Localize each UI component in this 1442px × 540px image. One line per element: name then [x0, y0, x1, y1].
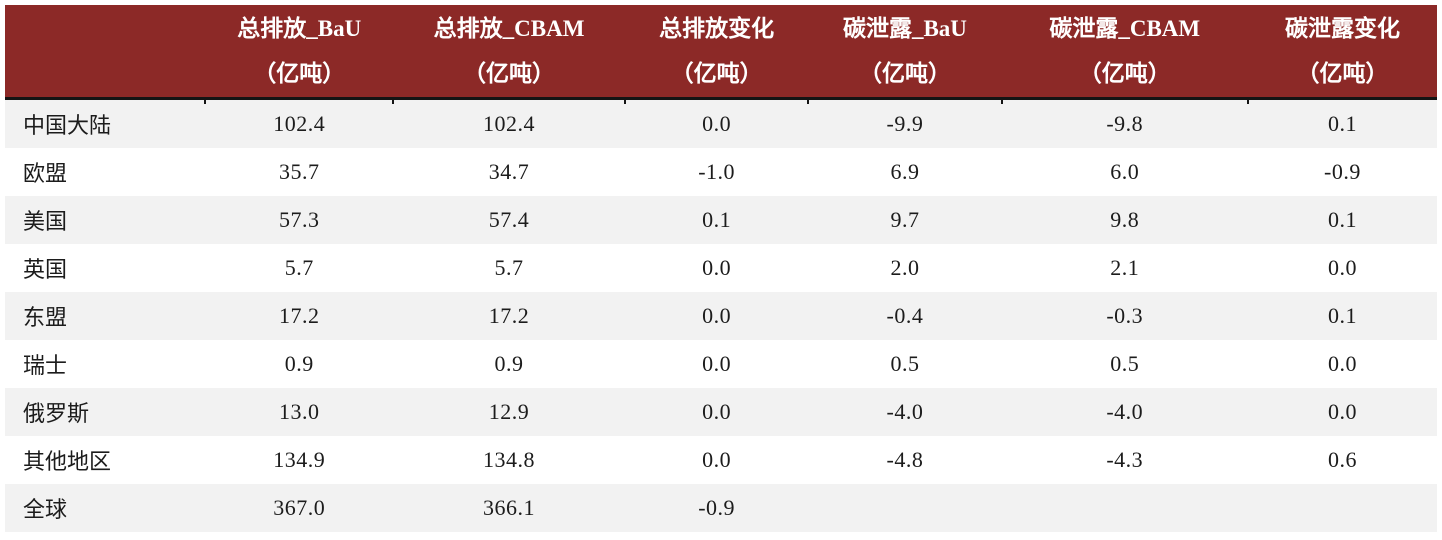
value-cell: 57.4: [488, 207, 530, 232]
value-cell: -4.0: [1106, 399, 1144, 424]
value-cell: -4.8: [886, 447, 924, 472]
header-line1: 总排放_CBAM: [433, 16, 585, 41]
region-cell: 美国: [23, 209, 68, 234]
region-cell: 英国: [23, 257, 68, 282]
region-cell: 东盟: [23, 305, 68, 330]
value-cell: 0.5: [890, 351, 920, 376]
region-cell: 瑞士: [23, 353, 68, 378]
header-line2: （亿吨）: [858, 61, 951, 86]
header-line1: 碳泄露_CBAM: [1049, 16, 1201, 41]
value-cell: 0.1: [1327, 111, 1357, 136]
value-cell: 5.7: [284, 255, 314, 280]
value-cell: -1.0: [698, 159, 736, 184]
value-cell: 0.0: [702, 447, 732, 472]
region-cell: 其他地区: [23, 449, 112, 474]
value-cell: 0.9: [494, 351, 524, 376]
value-cell: 9.7: [890, 207, 920, 232]
value-cell: 0.0: [702, 351, 732, 376]
value-cell: 2.1: [1110, 255, 1140, 280]
value-cell: 134.8: [483, 447, 536, 472]
value-cell: 12.9: [488, 399, 530, 424]
header-row: 总排放_BaU （亿吨） 总排放_CBAM （亿吨） 总排放变化 （亿吨） 碳泄…: [5, 5, 1437, 104]
value-cell: 0.5: [1110, 351, 1140, 376]
header-line2: （亿吨）: [1296, 61, 1389, 86]
value-cell: -9.8: [1106, 111, 1144, 136]
table-row: 瑞士 0.9 0.9 0.0 0.5 0.5 0.0: [5, 340, 1437, 388]
value-cell: 0.1: [1327, 303, 1357, 328]
header-line1: 总排放变化: [659, 16, 775, 41]
value-cell: 0.0: [702, 111, 732, 136]
value-cell: 0.0: [1327, 399, 1357, 424]
value-cell: 134.9: [273, 447, 326, 472]
value-cell: 6.0: [1110, 159, 1140, 184]
value-cell: 0.0: [702, 399, 732, 424]
table-row: 全球 367.0 366.1 -0.9: [5, 484, 1437, 532]
header-cell-emissions-change: 总排放变化 （亿吨）: [624, 5, 809, 104]
value-cell: 17.2: [488, 303, 530, 328]
value-cell: 0.0: [1327, 255, 1357, 280]
value-cell: 57.3: [279, 207, 320, 232]
table-row: 英国 5.7 5.7 0.0 2.0 2.1 0.0: [5, 244, 1437, 292]
value-cell: [808, 484, 1001, 532]
value-cell: -9.9: [886, 111, 924, 136]
value-cell: 0.6: [1327, 447, 1357, 472]
header-cell-emissions-cbam: 总排放_CBAM （亿吨）: [392, 5, 626, 104]
table-header: 总排放_BaU （亿吨） 总排放_CBAM （亿吨） 总排放变化 （亿吨） 碳泄…: [5, 5, 1437, 104]
header-line1: 碳泄露变化: [1284, 16, 1400, 41]
value-cell: 0.0: [702, 255, 732, 280]
table-row: 俄罗斯 13.0 12.9 0.0 -4.0 -4.0 0.0: [5, 388, 1437, 436]
value-cell: 34.7: [488, 159, 530, 184]
header-line1: 总排放_BaU: [237, 16, 362, 41]
value-cell: -4.0: [886, 399, 924, 424]
value-cell: 102.4: [483, 111, 536, 136]
table-row: 欧盟 35.7 34.7 -1.0 6.9 6.0 -0.9: [5, 148, 1437, 196]
header-line1: 碳泄露_BaU: [842, 16, 967, 41]
header-line2: （亿吨）: [670, 61, 763, 86]
emissions-table: 总排放_BaU （亿吨） 总排放_CBAM （亿吨） 总排放变化 （亿吨） 碳泄…: [5, 5, 1437, 532]
value-cell: 35.7: [279, 159, 320, 184]
header-cell-leakage-bau: 碳泄露_BaU （亿吨）: [807, 5, 1002, 104]
region-cell: 全球: [23, 497, 68, 522]
region-cell: 俄罗斯: [23, 401, 90, 426]
value-cell: -4.3: [1106, 447, 1144, 472]
value-cell: 0.1: [702, 207, 732, 232]
value-cell: 5.7: [494, 255, 524, 280]
table-row: 美国 57.3 57.4 0.1 9.7 9.8 0.1: [5, 196, 1437, 244]
region-cell: 中国大陆: [23, 113, 112, 138]
header-line2: （亿吨）: [253, 61, 346, 86]
value-cell: 367.0: [273, 495, 326, 520]
header-line2: （亿吨）: [463, 61, 556, 86]
value-cell: [1248, 484, 1437, 532]
value-cell: 9.8: [1110, 207, 1140, 232]
value-cell: 0.0: [702, 303, 732, 328]
value-cell: 0.1: [1327, 207, 1357, 232]
table-row: 东盟 17.2 17.2 0.0 -0.4 -0.3 0.1: [5, 292, 1437, 340]
value-cell: 0.9: [284, 351, 314, 376]
value-cell: -0.9: [698, 495, 736, 520]
header-cell-region: [5, 5, 206, 100]
value-cell: [1002, 484, 1248, 532]
value-cell: -0.4: [886, 303, 924, 328]
value-cell: 6.9: [890, 159, 920, 184]
value-cell: 2.0: [890, 255, 920, 280]
header-cell-emissions-bau: 总排放_BaU （亿吨）: [204, 5, 394, 104]
table-row: 其他地区 134.9 134.8 0.0 -4.8 -4.3 0.6: [5, 436, 1437, 484]
table-row: 中国大陆 102.4 102.4 0.0 -9.9 -9.8 0.1: [5, 98, 1437, 148]
value-cell: 102.4: [273, 111, 326, 136]
value-cell: 366.1: [483, 495, 536, 520]
region-cell: 欧盟: [23, 161, 68, 186]
value-cell: -0.3: [1106, 303, 1144, 328]
table-body: 中国大陆 102.4 102.4 0.0 -9.9 -9.8 0.1 欧盟 35…: [5, 98, 1437, 532]
value-cell: 0.0: [1327, 351, 1357, 376]
value-cell: 13.0: [279, 399, 320, 424]
header-line2: （亿吨）: [1078, 61, 1171, 86]
value-cell: 17.2: [279, 303, 320, 328]
header-cell-leakage-change: 碳泄露变化 （亿吨）: [1246, 5, 1437, 104]
value-cell: -0.9: [1324, 159, 1361, 184]
header-cell-leakage-cbam: 碳泄露_CBAM （亿吨）: [1000, 5, 1248, 104]
